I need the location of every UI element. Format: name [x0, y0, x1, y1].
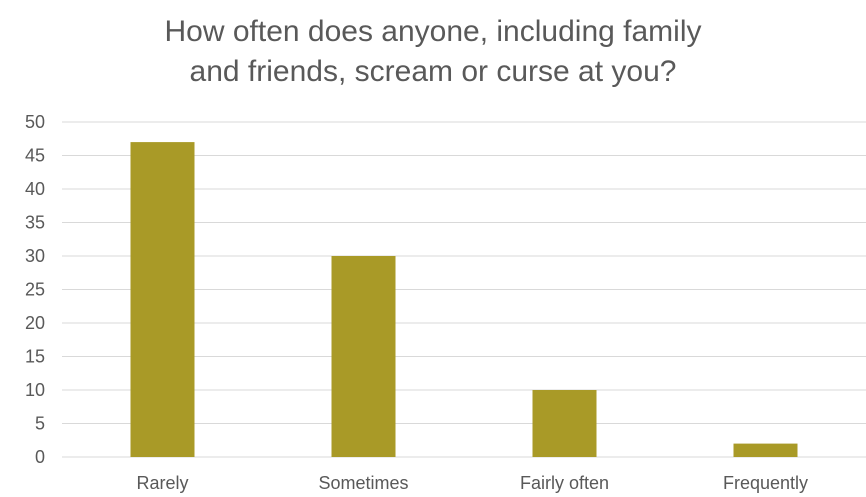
y-tick-label: 30	[25, 246, 45, 266]
bars	[130, 142, 798, 457]
y-axis-ticks: 0 5 10 15 20 25 30 35 40 45 50	[25, 112, 45, 467]
bar-fairly-often	[532, 390, 597, 457]
y-tick-label: 15	[25, 347, 45, 367]
x-tick-label: Rarely	[136, 473, 188, 493]
x-tick-label: Fairly often	[520, 473, 609, 493]
y-tick-label: 35	[25, 213, 45, 233]
chart-title: How often does anyone, including family …	[164, 15, 702, 88]
y-tick-label: 50	[25, 112, 45, 132]
y-tick-label: 20	[25, 313, 45, 333]
x-axis-ticks: Rarely Sometimes Fairly often Frequently	[136, 473, 808, 493]
y-tick-label: 10	[25, 380, 45, 400]
y-tick-label: 40	[25, 179, 45, 199]
bar-frequently	[733, 443, 798, 457]
bar-rarely	[130, 142, 195, 457]
bar-sometimes	[331, 256, 396, 457]
gridlines	[62, 121, 866, 458]
x-tick-label: Frequently	[723, 473, 808, 493]
y-tick-label: 5	[35, 414, 45, 434]
y-tick-label: 45	[25, 146, 45, 166]
y-tick-label: 25	[25, 280, 45, 300]
x-tick-label: Sometimes	[318, 473, 408, 493]
y-tick-label: 0	[35, 447, 45, 467]
